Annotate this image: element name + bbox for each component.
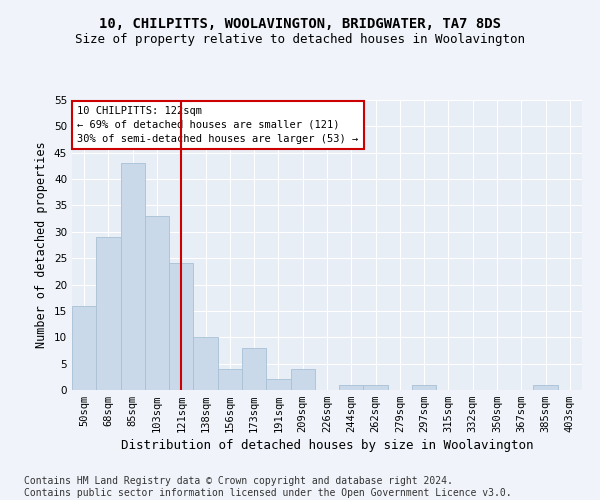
Bar (266, 380, 290, 390)
Text: 10 CHILPITTS: 122sqm
← 69% of detached houses are smaller (121)
30% of semi-deta: 10 CHILPITTS: 122sqm ← 69% of detached h… (77, 106, 358, 144)
Bar (193, 338, 218, 390)
Bar (364, 384, 388, 390)
X-axis label: Distribution of detached houses by size in Woolavington: Distribution of detached houses by size … (121, 440, 533, 452)
Y-axis label: Number of detached properties: Number of detached properties (35, 142, 49, 348)
Bar (96, 237, 121, 390)
Text: 10, CHILPITTS, WOOLAVINGTON, BRIDGWATER, TA7 8DS: 10, CHILPITTS, WOOLAVINGTON, BRIDGWATER,… (99, 18, 501, 32)
Bar (169, 264, 193, 390)
Bar (72, 306, 96, 390)
Bar (412, 384, 436, 390)
Bar (242, 348, 266, 390)
Bar (218, 369, 242, 390)
Bar (339, 384, 364, 390)
Bar (290, 369, 315, 390)
Text: Contains HM Land Registry data © Crown copyright and database right 2024.
Contai: Contains HM Land Registry data © Crown c… (24, 476, 512, 498)
Bar (533, 384, 558, 390)
Text: Size of property relative to detached houses in Woolavington: Size of property relative to detached ho… (75, 32, 525, 46)
Bar (121, 164, 145, 390)
Bar (145, 216, 169, 390)
